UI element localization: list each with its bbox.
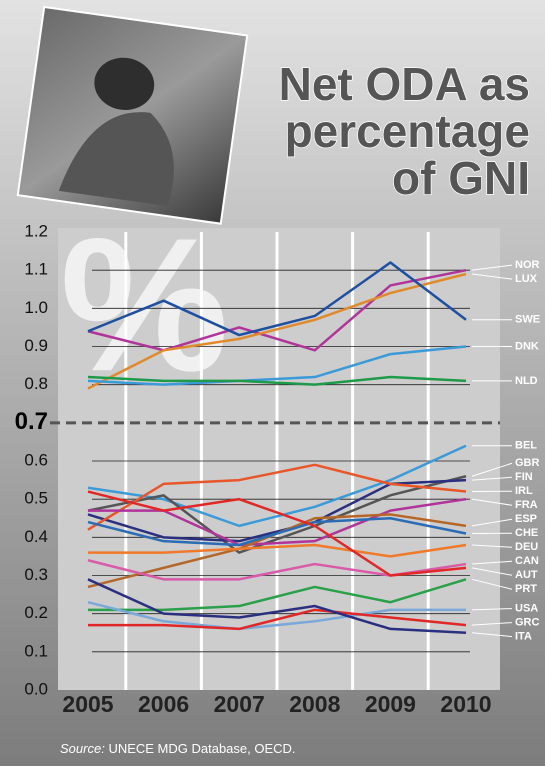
chart-title: of GNI (392, 152, 530, 204)
legend-label: ITA (515, 630, 532, 642)
legend-label: FIN (515, 471, 533, 483)
y-tick-label: 0.2 (24, 603, 48, 622)
legend-label: USA (515, 602, 538, 614)
y-tick-label: 0.8 (24, 374, 48, 393)
legend-label: LUX (515, 273, 538, 285)
legend-label: BEL (515, 440, 537, 452)
x-tick-label: 2007 (214, 691, 265, 717)
x-tick-label: 2010 (440, 691, 491, 717)
y-tick-label: 0.7 (15, 408, 48, 435)
source-text: UNECE MDG Database, OECD. (108, 741, 295, 756)
y-tick-label: 0.1 (24, 641, 48, 660)
legend-label: AUT (515, 569, 538, 581)
x-tick-label: 2006 (138, 691, 189, 717)
photo (18, 7, 247, 224)
legend-label: PRT (515, 583, 537, 595)
y-tick-label: 1.1 (24, 260, 48, 279)
source-label: Source: (60, 741, 105, 756)
y-tick-label: 1.0 (24, 298, 48, 317)
legend-label: DEU (515, 541, 538, 553)
legend-label: NLD (515, 375, 538, 387)
legend-label: CHE (515, 527, 538, 539)
y-tick-label: 0.5 (24, 489, 48, 508)
legend-label: FRA (515, 499, 538, 511)
x-tick-label: 2005 (62, 691, 113, 717)
y-tick-label: 0.6 (24, 450, 48, 469)
source: Source: UNECE MDG Database, OECD. (60, 741, 296, 756)
legend-label: GRC (515, 616, 540, 628)
legend-label: NOR (515, 259, 540, 271)
y-tick-label: 1.2 (24, 221, 48, 240)
y-tick-label: 0.9 (24, 336, 48, 355)
legend-label: DNK (515, 340, 539, 352)
y-tick-label: 0.3 (24, 565, 48, 584)
legend-label: GBR (515, 457, 540, 469)
y-tick-label: 0.4 (24, 527, 48, 546)
x-tick-label: 2009 (365, 691, 416, 717)
x-tick-label: 2008 (289, 691, 340, 717)
legend-label: IRL (515, 485, 533, 497)
legend-label: SWE (515, 314, 540, 326)
legend-label: CAN (515, 555, 539, 567)
chart-title: percentage (285, 105, 530, 157)
legend-label: ESP (515, 513, 537, 525)
y-tick-label: 0.0 (24, 679, 48, 698)
chart-title: Net ODA as (279, 58, 530, 110)
